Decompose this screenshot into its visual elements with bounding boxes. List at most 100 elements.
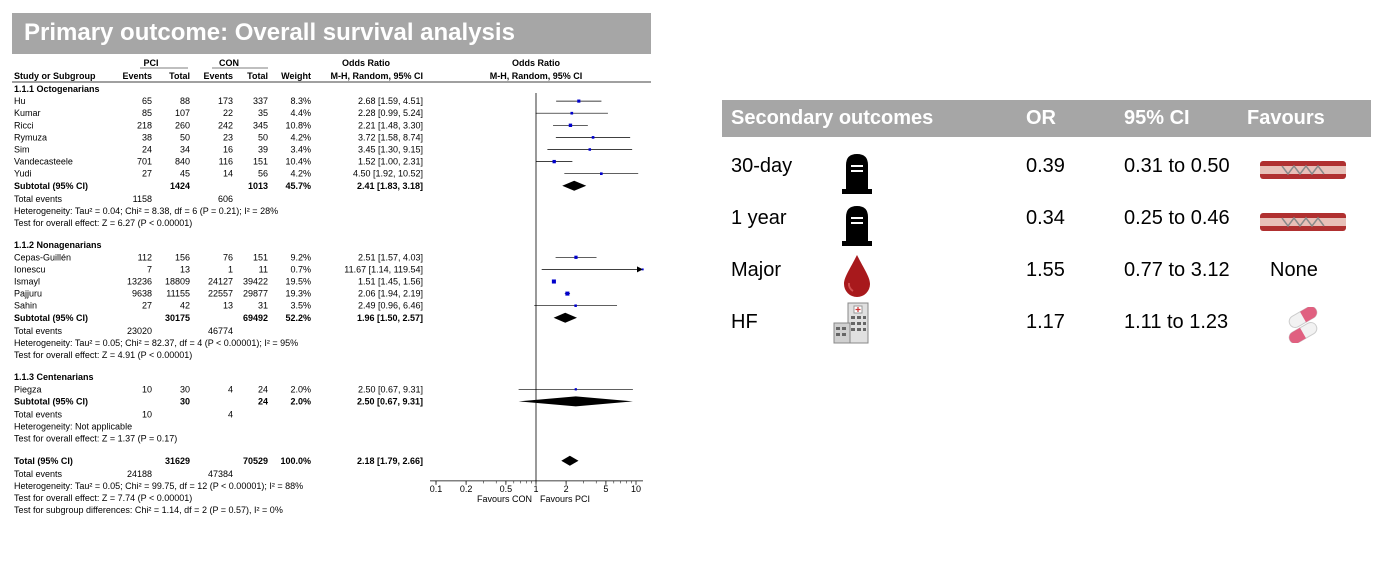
column-header: Events bbox=[203, 71, 233, 81]
study-marker bbox=[551, 279, 556, 284]
subtotal-total-pci: 1424 bbox=[170, 181, 190, 191]
study-events-pci: 218 bbox=[137, 120, 152, 130]
column-header: M-H, Random, 95% CI bbox=[490, 71, 583, 81]
subtotal-total-con: 69492 bbox=[243, 313, 268, 323]
row-or: 1.55 bbox=[1026, 259, 1065, 281]
study-weight: 0.7% bbox=[290, 264, 311, 274]
study-total-con: 24 bbox=[258, 384, 268, 394]
study-marker bbox=[591, 136, 595, 139]
secondary-row-30-day: 30-day 0.39 0.31 to 0.50 bbox=[722, 137, 1371, 194]
study-total-pci: 107 bbox=[175, 108, 190, 118]
study-name: Ricci bbox=[14, 120, 34, 130]
pills-icon bbox=[1288, 307, 1318, 343]
study-name: Pajjuru bbox=[14, 289, 42, 299]
study-or-ci: 2.28 [0.99, 5.24] bbox=[358, 108, 423, 118]
secondary-row-major: Major 1.55 0.77 to 3.12 None bbox=[722, 241, 1371, 297]
study-or-ci: 1.52 [1.00, 2.31] bbox=[358, 157, 423, 167]
study-events-con: 173 bbox=[218, 96, 233, 106]
study-marker bbox=[577, 99, 581, 103]
study-weight: 10.8% bbox=[285, 120, 311, 130]
study-name: Sahin bbox=[14, 301, 37, 311]
study-marker bbox=[641, 268, 644, 271]
subtotal-total-pci: 30175 bbox=[165, 313, 190, 323]
study-total-con: 337 bbox=[253, 96, 268, 106]
column-header: Total bbox=[169, 71, 190, 81]
study-or-ci: 11.67 [1.14, 119.54] bbox=[344, 264, 423, 274]
row-label: HF bbox=[731, 311, 758, 333]
study-total-pci: 42 bbox=[180, 301, 190, 311]
overall-note: Test for subgroup differences: Chi² = 1.… bbox=[14, 505, 283, 515]
study-marker bbox=[574, 388, 577, 391]
total-events-pci: 24188 bbox=[127, 469, 152, 479]
study-weight: 4.2% bbox=[290, 132, 311, 142]
study-events-con: 242 bbox=[218, 120, 233, 130]
subgroup-title: 1.1.3 Centenarians bbox=[14, 372, 94, 382]
study-total-pci: 260 bbox=[175, 120, 190, 130]
subtotal-label: Subtotal (95% CI) bbox=[14, 313, 88, 323]
subtotal-total-pci: 30 bbox=[180, 396, 190, 406]
study-events-con: 76 bbox=[223, 252, 233, 262]
blood-drop-icon bbox=[844, 255, 870, 297]
study-events-con: 24127 bbox=[208, 277, 233, 287]
study-total-con: 56 bbox=[258, 169, 268, 179]
study-events-con: 22 bbox=[223, 108, 233, 118]
study-name: Rymuza bbox=[14, 132, 47, 142]
study-total-pci: 11155 bbox=[166, 289, 190, 299]
study-weight: 3.5% bbox=[290, 301, 311, 311]
study-or-ci: 2.06 [1.94, 2.19] bbox=[358, 289, 423, 299]
subgroup-note: Test for overall effect: Z = 4.91 (P < 0… bbox=[14, 350, 192, 360]
axis-tick-label: 0.1 bbox=[430, 484, 443, 494]
study-total-con: 39 bbox=[258, 145, 268, 155]
study-or-ci: 2.50 [0.67, 9.31] bbox=[358, 384, 423, 394]
study-or-ci: 2.21 [1.48, 3.30] bbox=[358, 120, 423, 130]
column-header: Weight bbox=[281, 71, 311, 81]
subtotal-total-con: 24 bbox=[258, 396, 268, 406]
total-events-con: 47384 bbox=[208, 469, 233, 479]
study-events-pci: 27 bbox=[142, 169, 152, 179]
total-weight: 100.0% bbox=[280, 456, 311, 466]
row-or: 0.39 bbox=[1026, 155, 1065, 177]
tombstone-icon bbox=[842, 206, 872, 246]
study-events-con: 22557 bbox=[208, 289, 233, 299]
axis-tick-label: 5 bbox=[603, 484, 608, 494]
study-total-pci: 840 bbox=[175, 157, 190, 167]
study-events-pci: 9638 bbox=[132, 289, 152, 299]
total-diamond bbox=[561, 455, 579, 466]
study-or-ci: 2.68 [1.59, 4.51] bbox=[358, 96, 423, 106]
study-weight: 9.2% bbox=[290, 252, 311, 262]
study-events-con: 14 bbox=[223, 169, 233, 179]
row-label: Major bbox=[731, 259, 782, 281]
subtotal-label: Subtotal (95% CI) bbox=[14, 181, 88, 191]
study-total-con: 151 bbox=[253, 252, 268, 262]
stent-icon bbox=[1260, 161, 1346, 179]
study-events-pci: 65 bbox=[142, 96, 152, 106]
primary-outcome-banner: Primary outcome: Overall survival analys… bbox=[12, 13, 651, 54]
study-or-ci: 4.50 [1.92, 10.52] bbox=[353, 169, 423, 179]
study-name: Sim bbox=[14, 145, 30, 155]
study-or-ci: 2.51 [1.57, 4.03] bbox=[358, 252, 423, 262]
total-con: 70529 bbox=[243, 456, 268, 466]
study-name: Cepas-Guillén bbox=[14, 252, 71, 262]
subtotal-or-ci: 1.96 [1.50, 2.57] bbox=[357, 313, 423, 323]
total-events-label: Total events bbox=[14, 194, 63, 204]
row-ci: 0.25 to 0.46 bbox=[1124, 207, 1230, 229]
subgroup-title: 1.1.2 Nonagenarians bbox=[14, 240, 102, 250]
subgroup-note: Heterogeneity: Tau² = 0.04; Chi² = 8.38,… bbox=[14, 206, 278, 216]
axis-label-favours-con: Favours CON bbox=[477, 494, 532, 504]
study-or-ci: 1.51 [1.45, 1.56] bbox=[358, 277, 423, 287]
study-events-pci: 38 bbox=[142, 132, 152, 142]
study-or-ci: 3.45 [1.30, 9.15] bbox=[358, 145, 423, 155]
study-name: Kumar bbox=[14, 108, 41, 118]
study-marker bbox=[574, 304, 577, 307]
column-header: Study or Subgroup bbox=[14, 71, 96, 81]
subtotal-or-ci: 2.50 [0.67, 9.31] bbox=[357, 396, 423, 406]
total-events-con: 46774 bbox=[208, 326, 233, 336]
subgroup-title: 1.1.1 Octogenarians bbox=[14, 84, 100, 94]
overall-note: Heterogeneity: Tau² = 0.05; Chi² = 99.75… bbox=[14, 481, 303, 491]
row-or: 1.17 bbox=[1026, 311, 1065, 333]
study-weight: 2.0% bbox=[290, 384, 311, 394]
row-ci: 0.77 to 3.12 bbox=[1124, 259, 1230, 281]
subgroup-note: Heterogeneity: Tau² = 0.05; Chi² = 82.37… bbox=[14, 338, 298, 348]
study-events-pci: 13236 bbox=[127, 277, 152, 287]
study-weight: 8.3% bbox=[290, 96, 311, 106]
